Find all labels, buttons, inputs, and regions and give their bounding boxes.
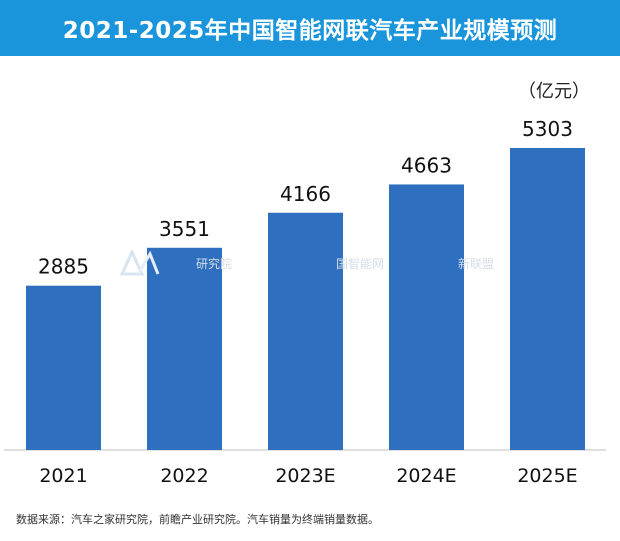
bar-2022 bbox=[147, 247, 222, 450]
watermark-text-left: 研究院 bbox=[196, 257, 233, 271]
watermark-text-far: 新联盟 bbox=[458, 257, 495, 271]
chart-title: 2021-2025年中国智能网联汽车产业规模预测 bbox=[62, 18, 558, 44]
data-label-2021: 2885 bbox=[38, 255, 89, 279]
data-label-2023E: 4166 bbox=[280, 182, 331, 206]
data-label-2022: 3551 bbox=[159, 217, 210, 241]
x-tick-label-2025E: 2025E bbox=[517, 465, 577, 487]
bar-2023E bbox=[268, 212, 343, 450]
watermark-logo-icon bbox=[120, 250, 160, 276]
x-tick-label-2023E: 2023E bbox=[275, 465, 335, 487]
bar-2021 bbox=[26, 285, 101, 450]
chart-title-banner: 2021-2025年中国智能网联汽车产业规模预测 bbox=[0, 0, 620, 56]
bar-2024E bbox=[389, 184, 464, 450]
x-tick-label-2024E: 2024E bbox=[396, 465, 456, 487]
x-tick-label-2022: 2022 bbox=[160, 465, 208, 487]
x-tick-label-2021: 2021 bbox=[39, 465, 87, 487]
data-label-2024E: 4663 bbox=[401, 153, 452, 177]
unit-label: （亿元） bbox=[518, 81, 590, 102]
source-note: 数据来源：汽车之家研究院，前瞻产业研究院。汽车销量为终端销量数据。 bbox=[16, 513, 379, 526]
bar-2025E bbox=[510, 148, 585, 450]
watermark-text-right: 国智能网 bbox=[336, 257, 385, 271]
data-label-2025E: 5303 bbox=[522, 117, 573, 141]
